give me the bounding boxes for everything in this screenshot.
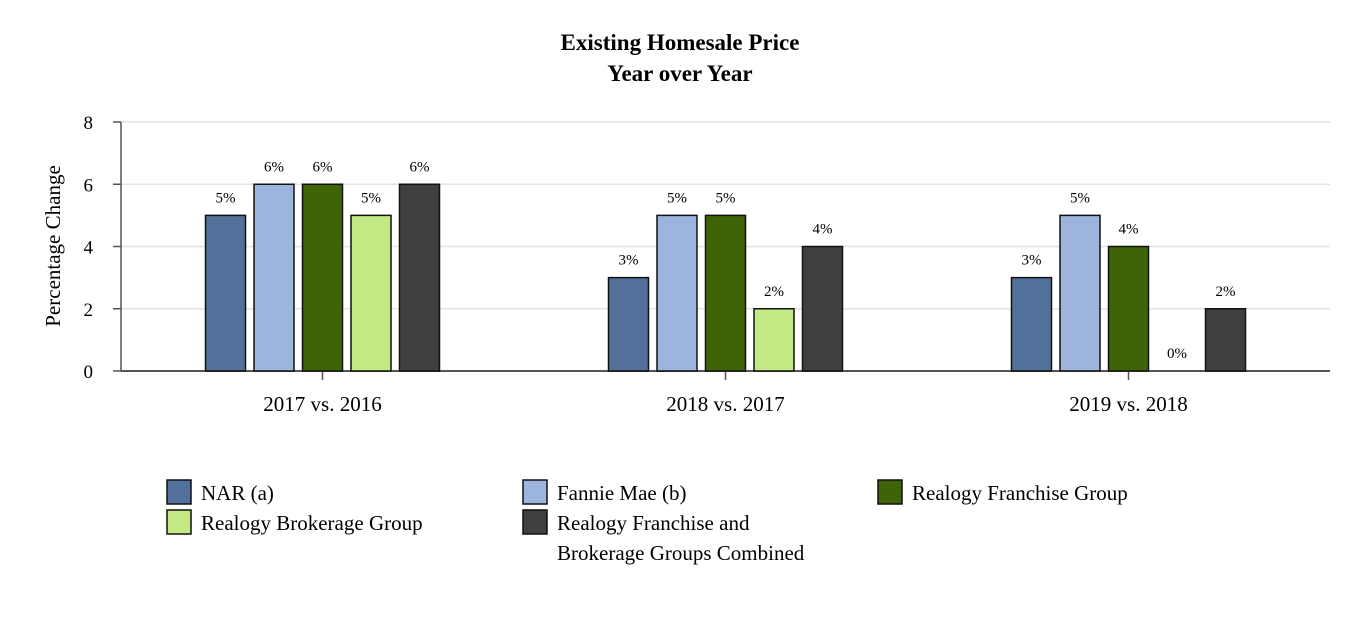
y-tick-label: 2 bbox=[84, 300, 94, 321]
legend-item: Fannie Mae (b) bbox=[522, 479, 686, 505]
legend-swatch bbox=[522, 479, 548, 505]
data-label: 5% bbox=[1070, 190, 1090, 206]
chart-subtitle: Year over Year bbox=[607, 61, 752, 86]
legend-label: Fannie Mae (b) bbox=[557, 481, 686, 505]
data-label: 6% bbox=[410, 159, 430, 175]
data-label: 5% bbox=[667, 190, 687, 206]
legend-swatch bbox=[877, 479, 903, 505]
bar bbox=[350, 214, 392, 372]
legend-label-line2: Brokerage Groups Combined bbox=[557, 541, 805, 565]
legend-label: Realogy Franchise Group bbox=[912, 481, 1128, 505]
data-label: 5% bbox=[716, 190, 736, 206]
y-tick-label: 4 bbox=[84, 238, 94, 259]
data-label: 6% bbox=[313, 159, 333, 175]
bar bbox=[753, 308, 795, 372]
data-label: 0% bbox=[1167, 346, 1187, 362]
bar bbox=[398, 183, 441, 372]
bars-layer: 5% 6% 6% 5% 6% 3% 5% 5% 2% 4% 3% 5% 4% 0% 2% bbox=[204, 159, 1247, 372]
legend-item: Realogy Franchise Group bbox=[877, 479, 1128, 505]
bar bbox=[607, 276, 650, 372]
bar bbox=[1204, 308, 1247, 372]
x-category-label: 2017 vs. 2016 bbox=[263, 392, 381, 416]
y-tick-label: 6 bbox=[84, 175, 94, 196]
legend-label: Realogy Brokerage Group bbox=[201, 511, 423, 535]
legend-label: Realogy Franchise and bbox=[557, 511, 750, 535]
chart-title: Existing Homesale Price bbox=[561, 30, 800, 55]
x-category-label: 2019 vs. 2018 bbox=[1069, 392, 1187, 416]
bar bbox=[1059, 214, 1101, 372]
legend-label: NAR (a) bbox=[201, 481, 274, 505]
bar bbox=[801, 245, 844, 372]
data-label: 2% bbox=[764, 284, 784, 300]
legend-swatch bbox=[522, 509, 548, 535]
legend-swatch bbox=[166, 509, 192, 535]
bar bbox=[204, 214, 247, 372]
data-label: 6% bbox=[264, 159, 284, 175]
bar bbox=[253, 183, 295, 372]
y-axis-label: Percentage Change bbox=[41, 165, 65, 327]
x-category-label: 2018 vs. 2017 bbox=[666, 392, 784, 416]
bar bbox=[656, 214, 698, 372]
bar bbox=[301, 183, 344, 372]
legend-item: Realogy Franchise and Brokerage Groups Co… bbox=[522, 509, 805, 565]
data-label: 3% bbox=[619, 253, 639, 269]
legend: NAR (a) Fannie Mae (b) Realogy Franchise G… bbox=[166, 479, 1128, 565]
bar bbox=[1107, 245, 1150, 372]
data-label: 2% bbox=[1216, 284, 1236, 300]
data-label: 3% bbox=[1022, 253, 1042, 269]
y-tick-label: 8 bbox=[84, 113, 94, 134]
data-label: 5% bbox=[361, 190, 381, 206]
bar bbox=[1010, 276, 1053, 372]
data-label: 5% bbox=[216, 190, 236, 206]
legend-item: Realogy Brokerage Group bbox=[166, 509, 423, 535]
data-label: 4% bbox=[1119, 222, 1139, 238]
data-label: 4% bbox=[813, 222, 833, 238]
y-tick-label: 0 bbox=[84, 362, 94, 383]
legend-swatch bbox=[166, 479, 192, 505]
legend-item: NAR (a) bbox=[166, 479, 274, 505]
bar bbox=[704, 214, 747, 372]
